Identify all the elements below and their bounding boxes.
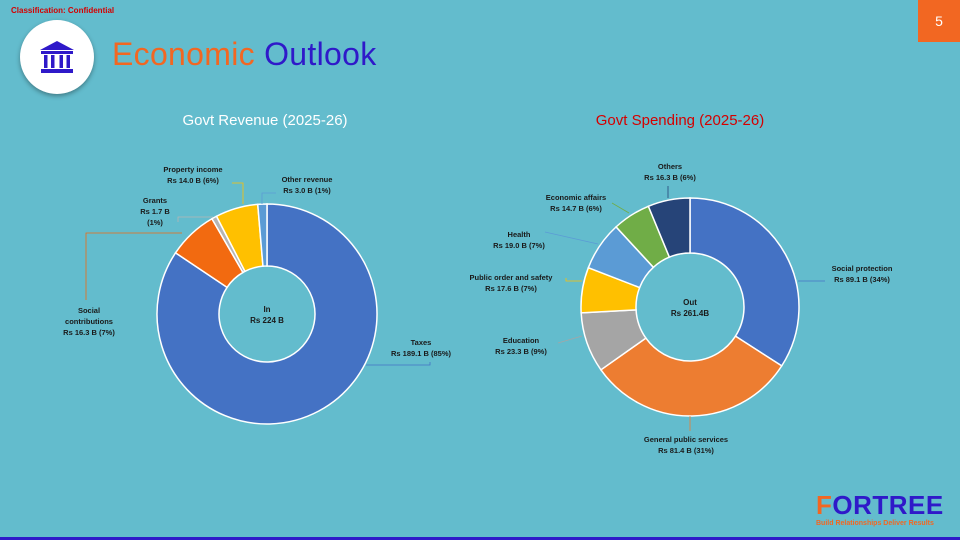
spending-data-label: Others Rs 16.3 B (6%): [644, 162, 696, 182]
revenue-slice-other-revenue: [256, 203, 268, 267]
revenue-leader-line: [232, 182, 244, 204]
spending-data-label: Economic affairs Rs 14.7 B (6%): [546, 193, 606, 213]
revenue-data-label: Grants Rs 1.7 B (1%): [140, 196, 170, 227]
revenue-center-label: In Rs 224 B: [250, 305, 284, 325]
classification-label: Classification: Confidential: [11, 6, 115, 15]
bottom-accent-bar: [0, 537, 960, 540]
spending-slice-general-public-services: [599, 335, 783, 417]
spending-chart-title: Govt Spending (2025-26): [595, 112, 765, 129]
spending-slice-social-protection: [689, 197, 800, 367]
spending-leader-line: [544, 231, 599, 245]
spending-center-label: Out Rs 261.4B: [671, 298, 709, 318]
brand-name-rest: ORTREE: [832, 490, 944, 520]
spending-slice-others: [647, 197, 691, 259]
revenue-donut-chart: Taxes Rs 189.1 B (85%) Social contributions…: [63, 165, 452, 425]
spending-leader-line: [557, 335, 583, 344]
brand-logo: FORTREE Build Relationships Deliver Resu…: [816, 491, 944, 527]
brand-initial: F: [816, 490, 833, 520]
spending-leader-line: [565, 278, 582, 282]
brand-name: FORTREE: [816, 491, 944, 519]
title-word-economic: Economic: [112, 36, 255, 72]
revenue-leader-line: [261, 192, 276, 204]
revenue-chart-title: Govt Revenue (2025-26): [182, 112, 348, 129]
revenue-data-label: Property income Rs 14.0 B (6%): [163, 165, 222, 185]
revenue-leader-line: [366, 362, 431, 366]
logo-badge: [20, 20, 94, 94]
brand-tagline: Build Relationships Deliver Results: [816, 520, 934, 527]
revenue-slice-taxes: [156, 203, 378, 425]
spending-data-label: General public services Rs 81.4 B (31%): [644, 435, 728, 455]
page-title: Economic Outlook: [112, 36, 377, 73]
revenue-leader-line: [177, 216, 213, 222]
revenue-data-label: Social contributions Rs 16.3 B (7%): [63, 306, 115, 337]
page-number-badge: 5: [918, 0, 960, 42]
bank-building-icon: [40, 41, 74, 73]
title-word-outlook: Outlook: [264, 36, 377, 72]
spending-data-label: Health Rs 19.0 B (7%): [493, 230, 545, 250]
spending-leader-line: [611, 202, 630, 214]
spending-data-label: Public order and safety Rs 17.6 B (7%): [470, 273, 554, 293]
spending-data-label: Education Rs 23.3 B (9%): [495, 336, 547, 356]
spending-data-label: Social protection Rs 89.1 B (34%): [832, 264, 893, 284]
revenue-leader-line: [85, 232, 182, 300]
revenue-data-label: Taxes Rs 189.1 B (85%): [391, 338, 452, 358]
revenue-data-label: Other revenue Rs 3.0 B (1%): [282, 175, 333, 195]
